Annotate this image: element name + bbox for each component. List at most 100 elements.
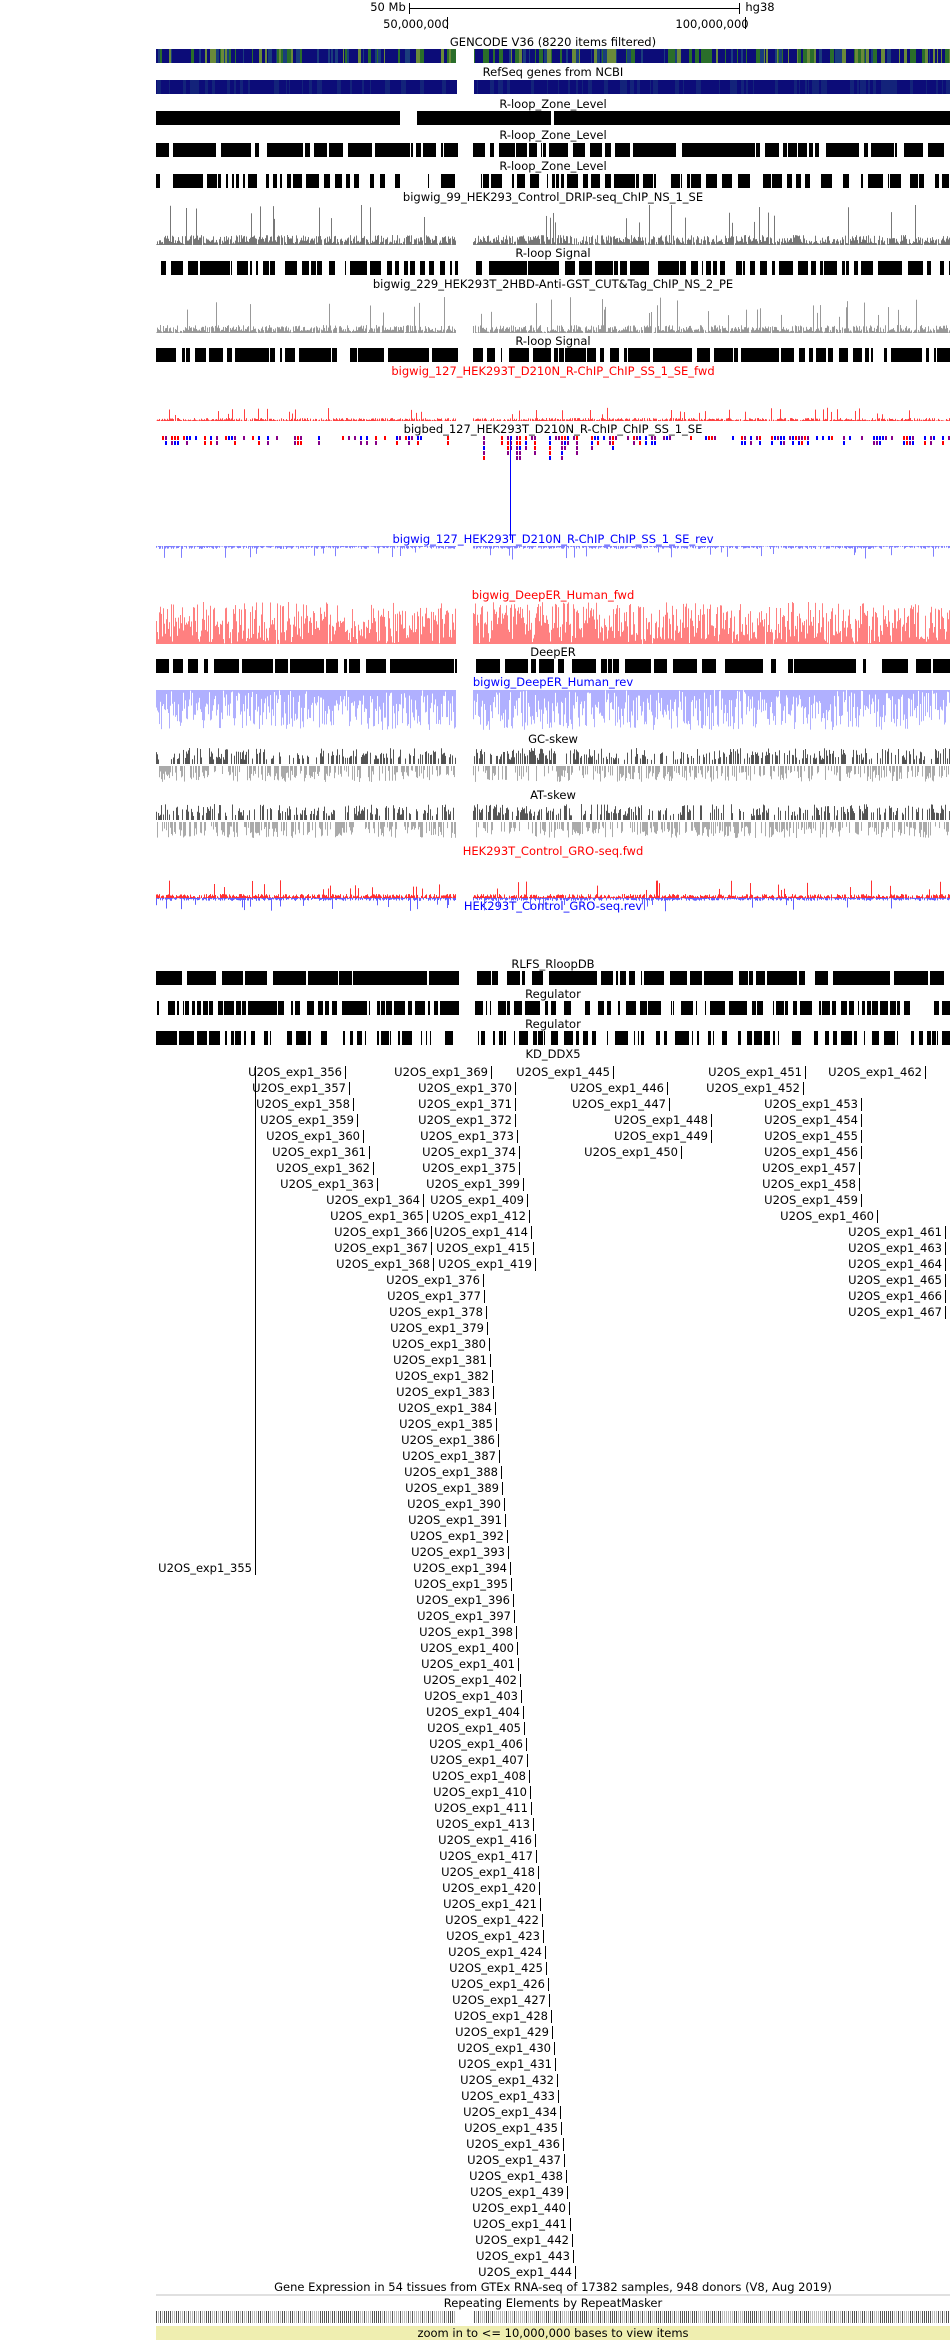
signal-bar <box>200 237 201 245</box>
feature-block <box>936 80 938 94</box>
rchip-fwd-signal-track[interactable] <box>156 379 950 421</box>
feature-block <box>667 80 671 94</box>
signal-bar <box>517 237 518 245</box>
track-title-rchip-fwd[interactable]: bigwig_127_HEK293T_D210N_R-ChIP_ChIP_SS_… <box>391 364 715 378</box>
signal-bar <box>516 330 517 333</box>
feature-block <box>701 49 705 63</box>
feature-block <box>873 174 875 188</box>
signal-bar <box>167 418 168 421</box>
track-title-rloop-zone-3[interactable]: R-loop_Zone_Level <box>499 159 607 173</box>
signal-bar <box>161 242 162 245</box>
signal-bar <box>435 327 436 333</box>
feature-block <box>574 348 579 362</box>
track-title-cuttag-signal[interactable]: bigwig_229_HEK293T_2HBD-Anti-GST_CUT&Tag… <box>372 277 734 291</box>
signal-bar <box>507 327 508 333</box>
signal-bar <box>391 242 392 245</box>
feature-block <box>781 348 784 362</box>
signal-bar <box>774 215 775 245</box>
feature-block <box>439 80 442 94</box>
signal-bar <box>695 329 696 333</box>
signal-bar <box>252 237 253 245</box>
feature-block <box>753 348 757 362</box>
feature-block <box>602 261 605 275</box>
signal-bar <box>380 242 381 245</box>
signal-bar <box>751 329 752 333</box>
track-title-rloop-zone-1[interactable]: R-loop_Zone_Level <box>499 97 607 111</box>
feature-block <box>385 80 387 94</box>
signal-bar <box>618 242 619 245</box>
feature-block <box>843 174 845 188</box>
rloop-signal-track-2[interactable] <box>156 348 950 362</box>
feature-block <box>639 261 644 275</box>
track-title-drip-signal[interactable]: bigwig_99_HEK293_Control_DRIP-seq_ChIP_N… <box>402 190 704 204</box>
signal-bar <box>754 221 755 245</box>
track-title-gencode[interactable]: GENCODE V36 (8220 items filtered) <box>449 35 657 49</box>
feature-block <box>766 348 770 362</box>
feature-block <box>362 348 367 362</box>
signal-bar <box>856 325 857 333</box>
signal-bar <box>612 327 613 333</box>
signal-bar <box>933 328 934 333</box>
track-title-rloop-signal-2[interactable]: R-loop Signal <box>515 334 591 348</box>
signal-bar <box>165 235 166 245</box>
signal-bar <box>405 332 406 333</box>
signal-bar <box>382 325 383 333</box>
feature-block <box>536 348 540 362</box>
signal-bar <box>438 330 439 333</box>
feature-block <box>220 348 222 362</box>
signal-bar <box>537 329 538 333</box>
rloop-zone-track-2[interactable] <box>156 143 950 157</box>
feature-block <box>582 80 583 94</box>
feature-block <box>642 80 646 94</box>
signal-bar <box>356 419 357 421</box>
feature-block <box>393 80 395 94</box>
track-title-rloop-zone-2[interactable]: R-loop_Zone_Level <box>499 128 607 142</box>
feature-block <box>371 80 374 94</box>
signal-bar <box>789 240 790 245</box>
track-title-refseq[interactable]: RefSeq genes from NCBI <box>482 65 624 79</box>
feature-block <box>788 143 792 157</box>
feature-block <box>252 80 253 94</box>
feature-block <box>658 143 659 157</box>
feature-block <box>701 80 703 94</box>
feature-block <box>760 348 762 362</box>
feature-block <box>842 261 845 275</box>
signal-bar <box>258 328 259 333</box>
signal-bar <box>675 332 676 333</box>
feature-block <box>329 348 330 362</box>
feature-block <box>442 80 443 94</box>
signal-bar <box>325 331 326 333</box>
feature-block <box>287 49 291 63</box>
signal-bar <box>252 330 253 333</box>
signal-bar <box>703 240 704 245</box>
rloop-zone-track-1[interactable] <box>156 111 950 125</box>
signal-bar <box>545 243 546 245</box>
rloop-zone-track-3[interactable] <box>156 174 950 188</box>
feature-block <box>337 80 341 94</box>
signal-bar <box>725 327 726 333</box>
rloop-signal-track-1[interactable] <box>156 261 950 275</box>
signal-bar <box>669 325 670 333</box>
signal-bar <box>496 237 497 245</box>
cuttag-signal-track[interactable] <box>156 291 950 333</box>
feature-block <box>302 261 303 275</box>
feature-block <box>398 49 400 63</box>
feature-block <box>441 49 444 63</box>
refseq-track[interactable] <box>156 80 950 94</box>
signal-bar <box>538 235 539 245</box>
track-title-rloop-signal-1[interactable]: R-loop Signal <box>515 246 591 260</box>
signal-bar <box>605 306 606 333</box>
feature-block <box>402 143 407 157</box>
feature-block <box>893 261 897 275</box>
drip-signal-track[interactable] <box>156 205 950 245</box>
signal-bar <box>630 325 631 333</box>
feature-block <box>374 348 375 362</box>
signal-bar <box>635 238 636 245</box>
signal-bar <box>211 240 212 245</box>
signal-bar <box>801 326 802 333</box>
feature-block <box>607 261 609 275</box>
feature-block <box>259 49 262 63</box>
feature-block <box>764 49 765 63</box>
signal-bar <box>399 329 400 333</box>
